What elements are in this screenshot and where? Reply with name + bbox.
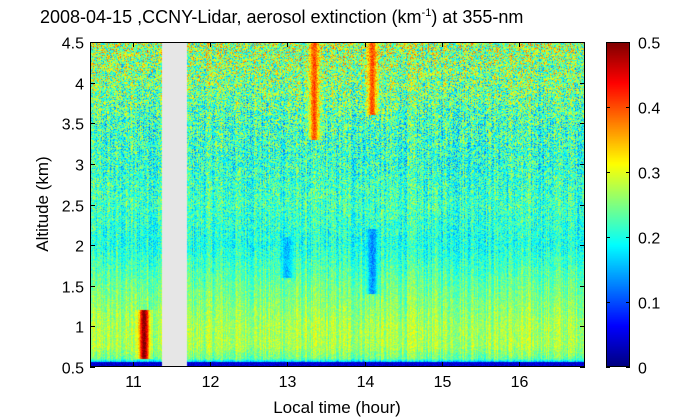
y-tick-label: 4 bbox=[75, 77, 84, 94]
colorbar-canvas bbox=[606, 42, 630, 367]
y-tick-label: 4.5 bbox=[62, 36, 84, 53]
colorbar-frame bbox=[606, 42, 630, 367]
y-tick-label: 0.5 bbox=[62, 361, 84, 378]
y-axis-label: Altitude (km) bbox=[33, 156, 52, 251]
y-tick-label: 1.5 bbox=[62, 280, 84, 297]
colorbar-tick-label: 0.5 bbox=[638, 36, 660, 53]
y-tick-label: 2 bbox=[75, 239, 84, 256]
x-axis-ticks: 11 12 13 14 15 16 bbox=[125, 42, 529, 391]
colorbar-tick-label: 0.1 bbox=[638, 296, 660, 313]
x-tick-label: 16 bbox=[511, 374, 529, 391]
y-tick-label: 2.5 bbox=[62, 199, 84, 216]
chart-title: 2008-04-15 ,CCNY-Lidar, aerosol extincti… bbox=[40, 7, 640, 28]
chart-title-suffix: ) at 355-nm bbox=[431, 7, 524, 27]
x-tick-label: 15 bbox=[434, 374, 452, 391]
x-axis-label: Local time (hour) bbox=[273, 398, 401, 417]
colorbar-tick-label: 0.2 bbox=[638, 231, 660, 248]
chart-title-prefix: 2008-04-15 ,CCNY-Lidar, aerosol extincti… bbox=[40, 7, 422, 27]
heatmap-canvas bbox=[90, 42, 585, 367]
y-tick-label: 3 bbox=[75, 158, 84, 175]
chart-title-superscript: -1 bbox=[421, 7, 432, 19]
colorbar-ticks: 0 0.1 0.2 0.3 0.4 0.5 bbox=[606, 36, 660, 378]
x-tick-label: 14 bbox=[357, 374, 375, 391]
x-tick-label: 11 bbox=[125, 374, 142, 391]
colorbar-tick-label: 0.4 bbox=[638, 101, 660, 118]
colorbar-tick-label: 0.3 bbox=[638, 166, 660, 183]
y-tick-label: 1 bbox=[75, 320, 84, 337]
x-tick-label: 12 bbox=[202, 374, 220, 391]
colorbar-tick-label: 0 bbox=[638, 361, 647, 378]
x-tick-label: 13 bbox=[279, 374, 297, 391]
plot-frame bbox=[90, 42, 585, 367]
y-tick-label: 3.5 bbox=[62, 117, 84, 134]
y-axis-ticks: 0.5 1 1.5 2 2.5 3 3.5 4 4.5 bbox=[62, 36, 585, 378]
